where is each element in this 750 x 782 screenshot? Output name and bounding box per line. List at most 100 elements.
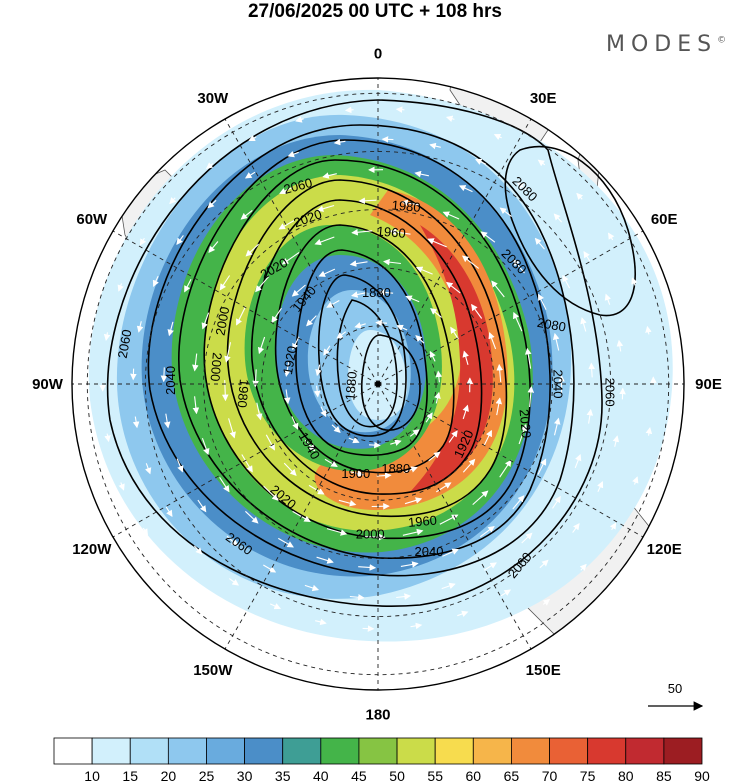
wind-arrow bbox=[192, 396, 200, 415]
wind-arrow bbox=[322, 172, 337, 179]
wind-arrow bbox=[415, 335, 425, 344]
contour-label: 2080 bbox=[536, 315, 567, 335]
colorbar-tick-label: 40 bbox=[313, 768, 329, 782]
wind-arrow bbox=[318, 268, 336, 277]
longitude-label-lon-30e: 30E bbox=[530, 90, 557, 107]
wind-arrow bbox=[283, 462, 297, 476]
wind-arrow bbox=[632, 476, 639, 485]
wind-arrow bbox=[479, 525, 495, 538]
wind-arrow bbox=[410, 622, 423, 630]
contour-label-text: 1880 bbox=[342, 371, 359, 401]
wind-arrow bbox=[375, 319, 388, 327]
wind-arrow bbox=[430, 308, 442, 318]
wind-arrow bbox=[524, 347, 532, 369]
map-disc bbox=[88, 78, 673, 662]
wind-arrow bbox=[521, 532, 533, 544]
longitude-label-lon-120w: 120W bbox=[72, 541, 112, 558]
wind-arrow bbox=[241, 454, 253, 473]
wind-arrow bbox=[441, 582, 456, 590]
wind-arrow bbox=[281, 252, 300, 265]
shade-75 bbox=[410, 225, 493, 492]
wind-arrow bbox=[304, 584, 320, 592]
wind-arrow bbox=[349, 470, 365, 477]
wind-arrow bbox=[323, 345, 331, 356]
contour-label-text: 2040 bbox=[163, 366, 178, 395]
wind-arrow bbox=[396, 593, 411, 600]
wind-arrow bbox=[228, 418, 236, 439]
wind-arrow bbox=[597, 481, 604, 493]
contour-label-text: 1920 bbox=[280, 345, 300, 376]
colorbar-tick-label: 50 bbox=[389, 768, 405, 782]
wind-arrow bbox=[136, 321, 144, 333]
colorbar-tick-label: 35 bbox=[275, 768, 291, 782]
longitude-label-layer: 0 30E 60E 90E 120E 150E 180 150W 120W 90W 60W 30W bbox=[32, 46, 722, 724]
wind-arrow bbox=[534, 237, 545, 250]
wind-arrow bbox=[306, 315, 317, 327]
wind-arrow bbox=[358, 197, 377, 205]
wind-arrow bbox=[344, 106, 354, 114]
wind-arrow bbox=[271, 307, 282, 324]
wind-arrow bbox=[172, 568, 180, 576]
wind-arrow bbox=[401, 199, 419, 207]
wind-arrow bbox=[435, 370, 443, 383]
wind-arrow bbox=[368, 441, 381, 449]
wind-arrow bbox=[396, 324, 408, 331]
colorbar-swatch bbox=[167, 737, 207, 765]
wind-arrow bbox=[245, 510, 259, 524]
colorbar: 10 15 20 25 30 35 40 45 50 55 60 65 70 75 80 85 90 bbox=[53, 737, 710, 782]
contour-label-text: 2040 bbox=[415, 544, 444, 559]
colorbar-swatch bbox=[396, 737, 436, 765]
wind-arrow bbox=[351, 655, 361, 662]
wind-arrow bbox=[483, 429, 492, 447]
wind-arrow bbox=[351, 291, 366, 298]
wind-arrow bbox=[201, 312, 210, 330]
map-title: 27/06/2025 00 UTC + 108 hrs bbox=[247, 1, 503, 22]
colorbar-tick-label: 60 bbox=[466, 768, 482, 782]
wind-arrow bbox=[141, 527, 148, 536]
wind-arrow bbox=[499, 627, 508, 633]
colorbar-swatch bbox=[434, 737, 474, 765]
meridian-line bbox=[224, 118, 379, 385]
contour-label-text: 2000 bbox=[213, 306, 233, 337]
wind-arrow bbox=[427, 238, 447, 248]
contour-1860 bbox=[360, 334, 421, 431]
longitude-label-lon-30w: 30W bbox=[197, 90, 229, 107]
wind-arrow bbox=[252, 369, 259, 388]
wind-arrow bbox=[358, 564, 377, 571]
contour-label: 1960 bbox=[376, 223, 406, 240]
wind-arrow bbox=[461, 255, 480, 269]
contour-label: 2060 bbox=[282, 175, 314, 197]
contour-label-text: 2000 bbox=[356, 527, 385, 542]
wind-arrow bbox=[480, 231, 496, 243]
wind-arrow bbox=[291, 416, 299, 430]
wind-arrow bbox=[475, 158, 487, 165]
contour-2080-high bbox=[504, 145, 636, 317]
wind-arrow bbox=[205, 162, 214, 169]
wind-arrow bbox=[192, 353, 199, 372]
map-boundary bbox=[71, 77, 685, 691]
wind-arrow bbox=[163, 413, 171, 429]
wind-arrow bbox=[316, 204, 335, 212]
longitude-label-lon-60e: 60E bbox=[651, 211, 678, 228]
wind-arrow bbox=[583, 250, 591, 262]
wind-arrow bbox=[471, 303, 483, 319]
contour-label-text: 1880 bbox=[362, 285, 391, 300]
wind-arrow bbox=[349, 260, 368, 267]
latitude-circle bbox=[319, 325, 437, 443]
longitude-label-lon-90w: 90W bbox=[32, 376, 64, 393]
pole-marker bbox=[375, 381, 381, 387]
colorbar-swatch bbox=[511, 737, 550, 765]
colorbar-swatch bbox=[282, 737, 322, 765]
wind-arrow bbox=[586, 408, 594, 424]
contour-label-text: 1980 bbox=[234, 378, 251, 408]
wind-arrow bbox=[104, 433, 111, 443]
wind-arrow bbox=[450, 326, 459, 340]
meridian-line bbox=[377, 383, 532, 650]
wind-arrow bbox=[118, 482, 125, 491]
wind-arrow bbox=[219, 275, 231, 291]
wind-reference: 50 bbox=[648, 681, 704, 711]
colorbar-tick-label: 85 bbox=[656, 768, 672, 782]
contour-label-text: 2080 bbox=[536, 315, 567, 335]
contour-2000 bbox=[203, 159, 531, 540]
wind-arrow bbox=[316, 556, 334, 564]
